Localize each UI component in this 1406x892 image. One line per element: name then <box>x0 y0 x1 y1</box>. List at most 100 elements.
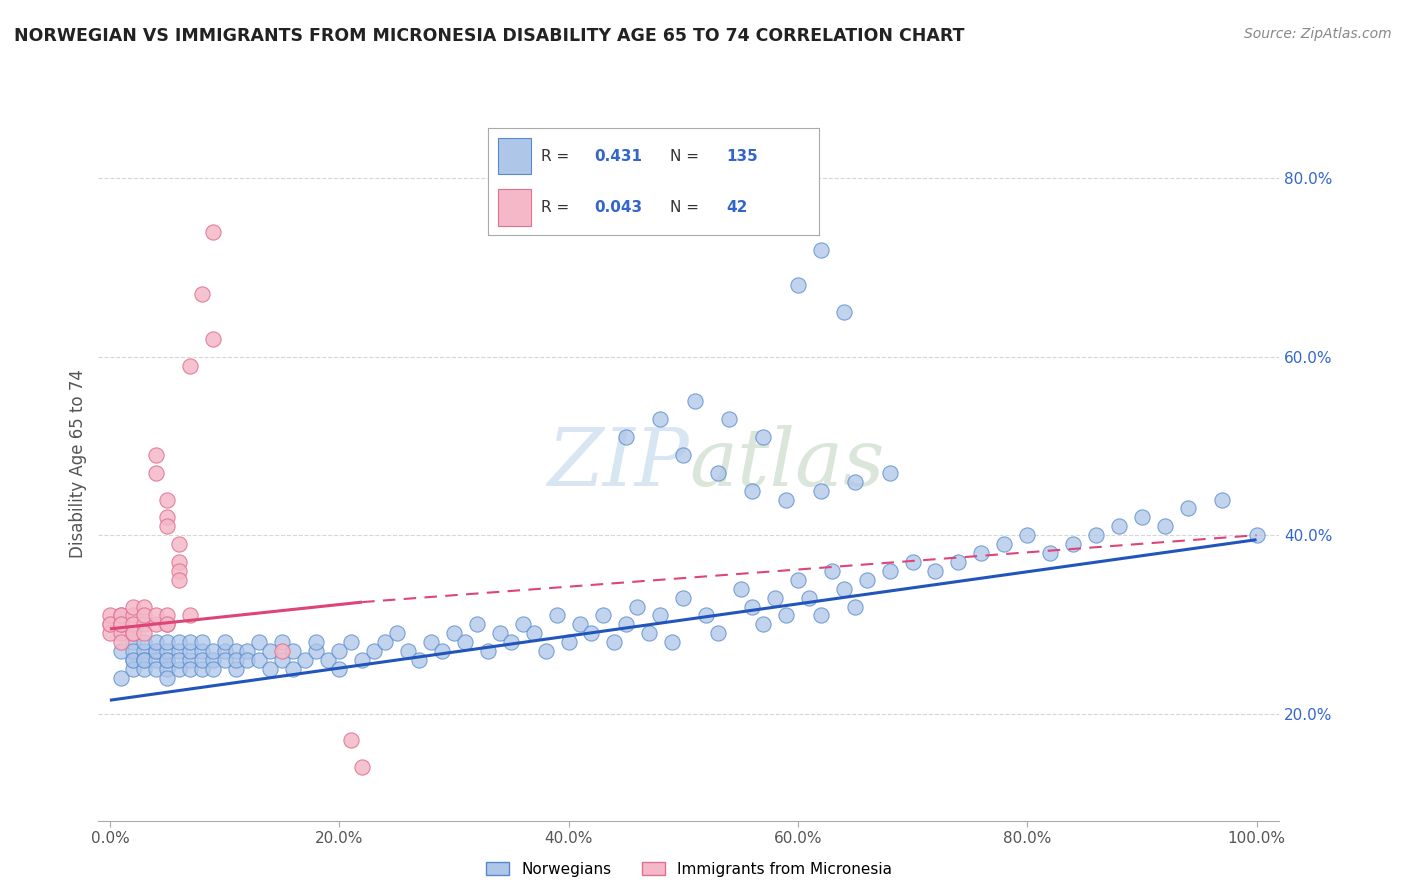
Point <box>214 644 236 658</box>
Text: NORWEGIAN VS IMMIGRANTS FROM MICRONESIA DISABILITY AGE 65 TO 74 CORRELATION CHAR: NORWEGIAN VS IMMIGRANTS FROM MICRONESIA … <box>14 27 965 45</box>
Point <box>948 555 970 569</box>
Point <box>225 644 247 658</box>
Point <box>1211 492 1233 507</box>
Point <box>855 573 877 587</box>
Point <box>145 608 167 623</box>
Point <box>1130 510 1153 524</box>
Point <box>420 635 443 649</box>
Point <box>844 599 866 614</box>
Point <box>832 582 855 596</box>
Point <box>443 626 465 640</box>
Point <box>477 644 499 658</box>
Point <box>190 635 212 649</box>
Point <box>259 644 281 658</box>
Point <box>110 635 132 649</box>
Point <box>167 644 190 658</box>
Point <box>134 653 156 667</box>
Point <box>316 653 339 667</box>
Point <box>156 671 179 685</box>
Point <box>352 760 374 774</box>
Point <box>121 626 143 640</box>
Point <box>110 626 132 640</box>
Point <box>145 466 167 480</box>
Point <box>581 626 603 640</box>
Point <box>924 564 946 578</box>
Point <box>110 617 132 632</box>
Point <box>283 644 305 658</box>
Point <box>145 617 167 632</box>
Point <box>236 653 259 667</box>
Point <box>432 644 454 658</box>
Point <box>167 537 190 551</box>
Point <box>214 635 236 649</box>
Point <box>385 626 408 640</box>
Point <box>614 617 637 632</box>
Point <box>121 626 143 640</box>
Point <box>763 591 786 605</box>
Point <box>110 608 132 623</box>
Point <box>810 608 832 623</box>
Point <box>156 492 179 507</box>
Point <box>145 644 167 658</box>
Point <box>454 635 477 649</box>
Point <box>993 537 1015 551</box>
Point <box>134 626 156 640</box>
Point <box>156 644 179 658</box>
Point <box>156 662 179 676</box>
Point <box>1017 528 1039 542</box>
Point <box>98 617 121 632</box>
Point <box>202 332 225 346</box>
Point <box>225 653 247 667</box>
Point <box>832 305 855 319</box>
Point <box>650 608 672 623</box>
Point <box>752 430 775 444</box>
Point <box>270 653 292 667</box>
Point <box>121 608 143 623</box>
Point <box>546 608 568 623</box>
Point <box>156 519 179 533</box>
Point <box>202 644 225 658</box>
Point <box>786 278 808 293</box>
Point <box>661 635 683 649</box>
Point <box>501 635 523 649</box>
Point <box>1177 501 1199 516</box>
Point <box>145 662 167 676</box>
Point <box>121 617 143 632</box>
Point <box>110 644 132 658</box>
Point <box>339 635 361 649</box>
Point <box>523 626 546 640</box>
Point <box>110 617 132 632</box>
Point <box>408 653 430 667</box>
Point <box>775 492 797 507</box>
Point <box>145 653 167 667</box>
Point <box>650 412 672 426</box>
Point <box>614 430 637 444</box>
Point <box>247 653 270 667</box>
Text: atlas: atlas <box>689 425 884 502</box>
Point <box>810 483 832 498</box>
Point <box>110 671 132 685</box>
Point <box>156 653 179 667</box>
Point <box>98 608 121 623</box>
Point <box>695 608 717 623</box>
Point <box>134 617 156 632</box>
Point <box>1085 528 1108 542</box>
Point <box>775 608 797 623</box>
Point <box>305 644 328 658</box>
Point <box>134 635 156 649</box>
Point <box>190 644 212 658</box>
Point <box>465 617 488 632</box>
Point <box>569 617 592 632</box>
Point <box>557 635 579 649</box>
Point <box>110 608 132 623</box>
Point <box>603 635 626 649</box>
Point <box>741 599 763 614</box>
Point <box>98 617 121 632</box>
Point <box>202 662 225 676</box>
Point <box>145 635 167 649</box>
Point <box>283 662 305 676</box>
Point <box>121 635 143 649</box>
Text: ZIP: ZIP <box>547 425 689 502</box>
Point <box>145 448 167 462</box>
Point <box>374 635 396 649</box>
